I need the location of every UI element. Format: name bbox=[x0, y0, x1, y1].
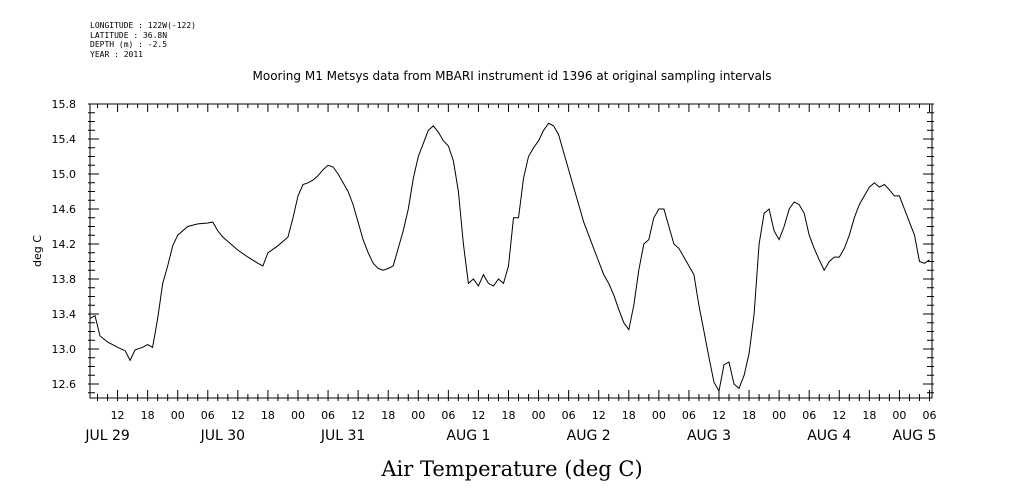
y-tick-label: 12.6 bbox=[52, 378, 77, 391]
y-axis-label: deg C bbox=[31, 235, 44, 267]
x-date-label: AUG 5 bbox=[892, 428, 936, 444]
x-tick-label: 18 bbox=[381, 409, 395, 422]
y-tick-label: 13.0 bbox=[52, 343, 77, 356]
x-tick-label: 12 bbox=[592, 409, 606, 422]
x-date-label: JUL 30 bbox=[200, 428, 245, 444]
x-axis-label: Air Temperature (deg C) bbox=[380, 457, 642, 481]
latitude-label: LATITUDE : 36.8N bbox=[90, 30, 168, 40]
x-date-label: JUL 29 bbox=[84, 428, 129, 444]
x-tick-label: 12 bbox=[712, 409, 726, 422]
x-tick-label: 06 bbox=[802, 409, 816, 422]
x-tick-label: 06 bbox=[922, 409, 936, 422]
metadata-block: LONGITUDE : 122W(-122) LATITUDE : 36.8N … bbox=[90, 21, 196, 59]
series-line bbox=[89, 122, 930, 393]
x-tick-label: 18 bbox=[742, 409, 756, 422]
x-tick-label: 00 bbox=[411, 409, 425, 422]
axis-tick-labels: 12.6 13.0 13.4 13.8 14.2 14.6 15.0 15.4 15.8 12 18… bbox=[52, 98, 937, 444]
chart-title: Mooring M1 Metsys data from MBARI instru… bbox=[253, 69, 772, 83]
x-date-label: AUG 2 bbox=[567, 428, 611, 444]
x-tick-label: 12 bbox=[231, 409, 245, 422]
x-tick-label: 06 bbox=[321, 409, 335, 422]
x-tick-label: 00 bbox=[291, 409, 305, 422]
x-tick-label: 06 bbox=[201, 409, 215, 422]
x-tick-label: 18 bbox=[501, 409, 515, 422]
x-tick-label: 00 bbox=[892, 409, 906, 422]
x-tick-label: 18 bbox=[862, 409, 876, 422]
x-tick-label: 00 bbox=[171, 409, 185, 422]
x-tick-label: 00 bbox=[532, 409, 546, 422]
y-tick-label: 13.4 bbox=[52, 308, 77, 321]
x-tick-label: 18 bbox=[622, 409, 636, 422]
x-tick-label: 00 bbox=[652, 409, 666, 422]
x-tick-label: 12 bbox=[832, 409, 846, 422]
x-tick-label: 06 bbox=[682, 409, 696, 422]
x-tick-label: 06 bbox=[441, 409, 455, 422]
x-tick-label: 18 bbox=[261, 409, 275, 422]
x-tick-label: 18 bbox=[141, 409, 155, 422]
y-tick-label: 15.4 bbox=[52, 133, 77, 146]
plot-frame bbox=[89, 103, 933, 399]
x-tick-label: 12 bbox=[471, 409, 485, 422]
y-tick-label: 14.6 bbox=[52, 203, 77, 216]
depth-label: DEPTH (m) : -2.5 bbox=[90, 40, 168, 49]
x-tick-label: 12 bbox=[351, 409, 365, 422]
x-date-label: AUG 3 bbox=[687, 428, 731, 444]
y-tick-label: 14.2 bbox=[52, 238, 77, 251]
x-tick-label: 12 bbox=[111, 409, 125, 422]
y-tick-label: 15.0 bbox=[52, 168, 77, 181]
axis-ticks bbox=[88, 103, 934, 401]
x-date-label: JUL 31 bbox=[320, 428, 365, 444]
x-tick-label: 00 bbox=[772, 409, 786, 422]
year-label: YEAR : 2011 bbox=[90, 49, 143, 59]
y-tick-label: 15.8 bbox=[52, 98, 77, 111]
x-date-label: AUG 1 bbox=[446, 428, 490, 444]
y-tick-label: 13.8 bbox=[52, 273, 77, 286]
x-tick-label: 06 bbox=[562, 409, 576, 422]
longitude-label: LONGITUDE : 122W(-122) bbox=[90, 21, 196, 30]
x-date-label: AUG 4 bbox=[807, 428, 851, 444]
